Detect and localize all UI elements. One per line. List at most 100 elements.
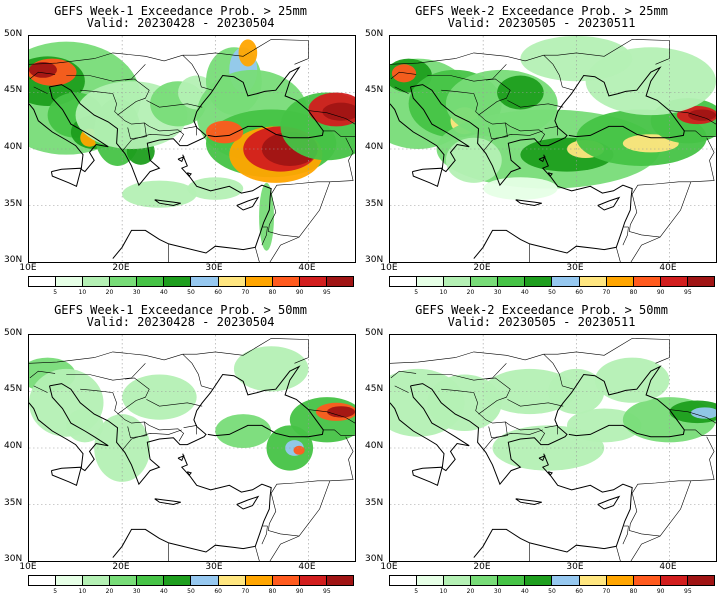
colorbar-swatch bbox=[326, 576, 353, 585]
longitude-label: 30E bbox=[566, 562, 584, 572]
colorbar-swatch bbox=[498, 277, 526, 286]
colorbar-swatch bbox=[633, 277, 661, 286]
colorbar-swatch bbox=[471, 576, 499, 585]
colorbar-tick-label: 5 bbox=[53, 289, 58, 296]
latitude-label: 30N bbox=[4, 554, 23, 564]
colorbar-tick-label: 40 bbox=[521, 588, 529, 595]
longitude-label: 20E bbox=[112, 562, 130, 572]
colorbar-tick-label: 60 bbox=[575, 289, 583, 296]
colorbar-swatch bbox=[471, 277, 499, 286]
colorbar-tick-label: 50 bbox=[187, 588, 195, 595]
colorbar-swatch bbox=[498, 576, 526, 585]
colorbar-tick-label: 60 bbox=[575, 588, 583, 595]
longitude-label: 40E bbox=[298, 263, 316, 273]
colorbar-tick-label: 5 bbox=[53, 588, 58, 595]
colorbar-tick-label: 70 bbox=[602, 289, 611, 296]
colorbar-swatch bbox=[525, 277, 553, 286]
colorbar-tick-label: 30 bbox=[132, 289, 141, 296]
latitude-label: 50N bbox=[4, 328, 23, 338]
longitude-label: 10E bbox=[19, 263, 37, 273]
colorbar-tick-label: 70 bbox=[602, 588, 611, 595]
colorbar-tick-label: 80 bbox=[629, 289, 638, 296]
colorbar-swatch bbox=[687, 277, 714, 286]
colorbar-tick-label: 50 bbox=[548, 588, 556, 595]
colorbar-swatch bbox=[326, 277, 353, 286]
latitude-label: 50N bbox=[365, 29, 384, 39]
latitude-label: 30N bbox=[365, 554, 384, 564]
colorbar-swatch bbox=[110, 576, 138, 585]
longitude-label: 10E bbox=[19, 562, 37, 572]
latitude-label: 45N bbox=[4, 85, 23, 95]
colorbar bbox=[389, 276, 715, 287]
longitude-label: 10E bbox=[380, 562, 398, 572]
colorbar-swatch bbox=[56, 277, 84, 286]
colorbar-tick-label: 30 bbox=[493, 289, 502, 296]
colorbar-tick-label: 10 bbox=[78, 588, 87, 595]
colorbar-tick-label: 50 bbox=[548, 289, 556, 296]
colorbar-tick-label: 70 bbox=[241, 588, 250, 595]
colorbar-tick-label: 90 bbox=[656, 289, 665, 296]
colorbar-tick-label: 40 bbox=[160, 588, 168, 595]
latitude-label: 40N bbox=[4, 142, 23, 152]
colorbar-tick-label: 90 bbox=[295, 588, 304, 595]
colorbar-swatch bbox=[552, 277, 580, 286]
longitude-label: 40E bbox=[298, 562, 316, 572]
panel-title: GEFS Week-2 Exceedance Prob. > 50mm bbox=[415, 303, 668, 317]
colorbar-swatch bbox=[660, 576, 688, 585]
colorbar-swatch bbox=[218, 576, 246, 585]
longitude-label: 40E bbox=[659, 562, 677, 572]
latitude-label: 35N bbox=[4, 498, 23, 508]
colorbar-swatch bbox=[606, 277, 634, 286]
colorbar-tick-label: 5 bbox=[414, 588, 419, 595]
colorbar-tick-label: 95 bbox=[323, 289, 331, 296]
colorbar-tick-label: 10 bbox=[439, 289, 448, 296]
colorbar-swatch bbox=[444, 576, 472, 585]
colorbar-tick-label: 20 bbox=[105, 289, 114, 296]
colorbar-swatch bbox=[417, 576, 445, 585]
colorbar-swatch bbox=[525, 576, 553, 585]
colorbar-tick-label: 60 bbox=[214, 289, 222, 296]
latitude-label: 40N bbox=[365, 142, 384, 152]
colorbar-tick-label: 80 bbox=[268, 289, 277, 296]
colorbar-tick-label: 95 bbox=[684, 289, 692, 296]
colorbar-swatch bbox=[687, 576, 714, 585]
colorbar-swatch bbox=[191, 277, 219, 286]
map-panel-week1-50mm: GEFS Week-1 Exceedance Prob. > 50mm Vali… bbox=[0, 299, 361, 598]
colorbar-tick-label: 60 bbox=[214, 588, 222, 595]
longitude-label: 10E bbox=[380, 263, 398, 273]
latitude-label: 40N bbox=[4, 441, 23, 451]
panel-valid-dates: Valid: 20230428 - 20230504 bbox=[86, 315, 275, 329]
colorbar-swatch bbox=[245, 576, 273, 585]
colorbar-tick-label: 10 bbox=[78, 289, 87, 296]
probability-map bbox=[389, 35, 717, 263]
colorbar-swatch bbox=[579, 277, 607, 286]
colorbar-tick-label: 20 bbox=[105, 588, 114, 595]
longitude-label: 30E bbox=[566, 263, 584, 273]
longitude-label: 30E bbox=[205, 562, 223, 572]
colorbar-swatch bbox=[29, 277, 57, 286]
colorbar bbox=[389, 575, 715, 586]
colorbar-swatch bbox=[272, 576, 300, 585]
colorbar-swatch bbox=[390, 277, 418, 286]
colorbar-tick-label: 30 bbox=[132, 588, 141, 595]
colorbar-tick-label: 30 bbox=[493, 588, 502, 595]
panel-valid-dates: Valid: 20230428 - 20230504 bbox=[86, 16, 275, 30]
panel-title: GEFS Week-1 Exceedance Prob. > 25mm bbox=[54, 4, 307, 18]
colorbar-swatch bbox=[137, 277, 165, 286]
panel-title: GEFS Week-1 Exceedance Prob. > 50mm bbox=[54, 303, 307, 317]
colorbar-tick-label: 80 bbox=[629, 588, 638, 595]
colorbar-swatch bbox=[606, 576, 634, 585]
colorbar-tick-label: 90 bbox=[656, 588, 665, 595]
colorbar-swatch bbox=[552, 576, 580, 585]
colorbar-swatch bbox=[191, 576, 219, 585]
longitude-label: 20E bbox=[112, 263, 130, 273]
colorbar bbox=[28, 276, 354, 287]
latitude-label: 45N bbox=[365, 384, 384, 394]
colorbar-swatch bbox=[137, 576, 165, 585]
longitude-label: 40E bbox=[659, 263, 677, 273]
panel-valid-dates: Valid: 20230505 - 20230511 bbox=[447, 315, 636, 329]
latitude-label: 50N bbox=[4, 29, 23, 39]
colorbar-swatch bbox=[417, 277, 445, 286]
colorbar-swatch bbox=[83, 576, 111, 585]
latitude-label: 35N bbox=[365, 498, 384, 508]
